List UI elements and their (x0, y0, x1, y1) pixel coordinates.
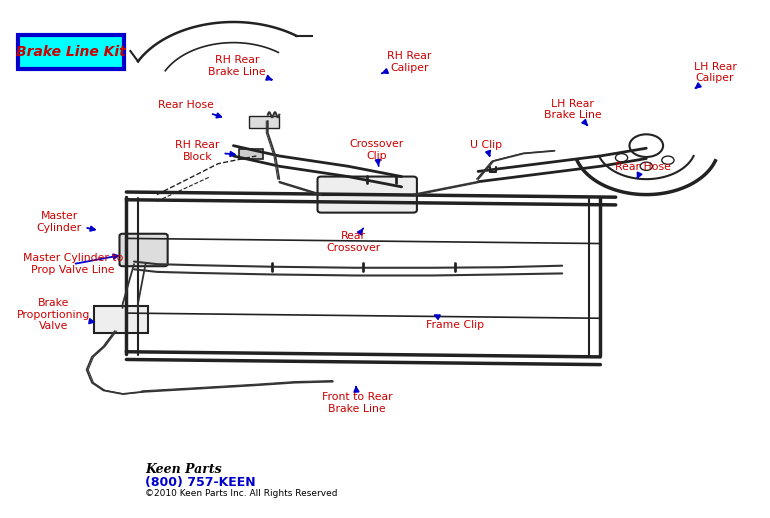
FancyBboxPatch shape (119, 234, 168, 266)
Text: Rear Hose: Rear Hose (614, 162, 671, 178)
Text: Front to Rear
Brake Line: Front to Rear Brake Line (322, 386, 393, 414)
Text: Master Cylinder to
Prop Valve Line: Master Cylinder to Prop Valve Line (22, 253, 123, 275)
Text: ©2010 Keen Parts Inc. All Rights Reserved: ©2010 Keen Parts Inc. All Rights Reserve… (146, 489, 338, 498)
Text: Master
Cylinder: Master Cylinder (36, 211, 95, 233)
Text: Brake
Proportioning
Valve: Brake Proportioning Valve (17, 298, 94, 331)
Text: RH Rear
Caliper: RH Rear Caliper (382, 51, 431, 74)
FancyBboxPatch shape (93, 307, 148, 333)
Text: Brake Line Kit: Brake Line Kit (16, 46, 126, 60)
FancyBboxPatch shape (317, 177, 417, 212)
Text: Crossover
Clip: Crossover Clip (350, 139, 403, 166)
Text: RH Rear
Brake Line: RH Rear Brake Line (209, 55, 272, 80)
FancyBboxPatch shape (239, 149, 263, 159)
Text: LH Rear
Brake Line: LH Rear Brake Line (544, 99, 601, 125)
Text: Frame Clip: Frame Clip (426, 315, 484, 330)
Text: LH Rear
Caliper: LH Rear Caliper (694, 62, 737, 88)
Text: Rear
Crossover: Rear Crossover (326, 228, 380, 253)
FancyBboxPatch shape (18, 35, 124, 69)
Text: Rear Hose: Rear Hose (158, 100, 221, 118)
FancyBboxPatch shape (249, 116, 280, 127)
Text: U Clip: U Clip (470, 140, 502, 156)
Text: Keen Parts: Keen Parts (146, 463, 222, 476)
Text: RH Rear
Block: RH Rear Block (176, 140, 235, 162)
Text: (800) 757-KEEN: (800) 757-KEEN (146, 476, 256, 488)
